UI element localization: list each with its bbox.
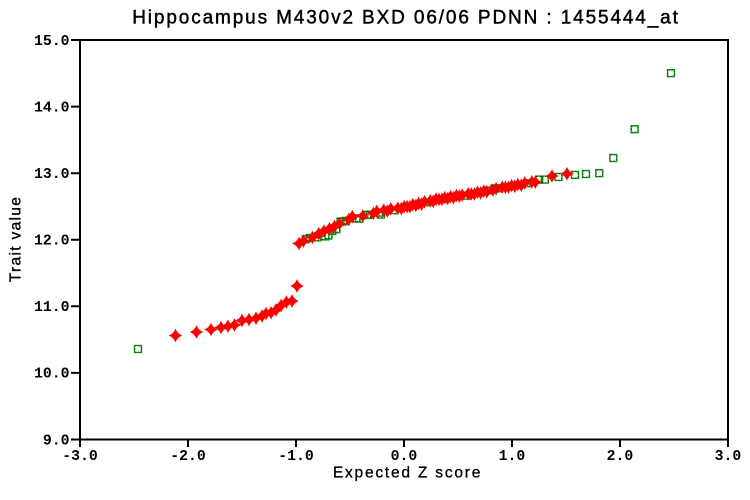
- svg-text:Expected Z score: Expected Z score: [333, 465, 482, 482]
- svg-text:-2.0: -2.0: [170, 449, 206, 465]
- svg-text:Trait value: Trait value: [8, 196, 25, 283]
- svg-text:1.0: 1.0: [499, 449, 526, 465]
- svg-text:15.0: 15.0: [34, 34, 70, 50]
- svg-text:10.0: 10.0: [34, 367, 70, 383]
- svg-text:2.0: 2.0: [607, 449, 634, 465]
- svg-text:-3.0: -3.0: [62, 449, 98, 465]
- svg-text:14.0: 14.0: [34, 100, 70, 116]
- svg-text:11.0: 11.0: [34, 300, 70, 316]
- svg-text:3.0: 3.0: [715, 449, 742, 465]
- svg-text:-1.0: -1.0: [278, 449, 314, 465]
- svg-text:13.0: 13.0: [34, 167, 70, 183]
- svg-text:12.0: 12.0: [34, 234, 70, 250]
- svg-text:0.0: 0.0: [391, 449, 418, 465]
- svg-text:Hippocampus M430v2 BXD 06/06 P: Hippocampus M430v2 BXD 06/06 PDNN : 1455…: [132, 8, 680, 29]
- svg-text:9.0: 9.0: [43, 433, 70, 449]
